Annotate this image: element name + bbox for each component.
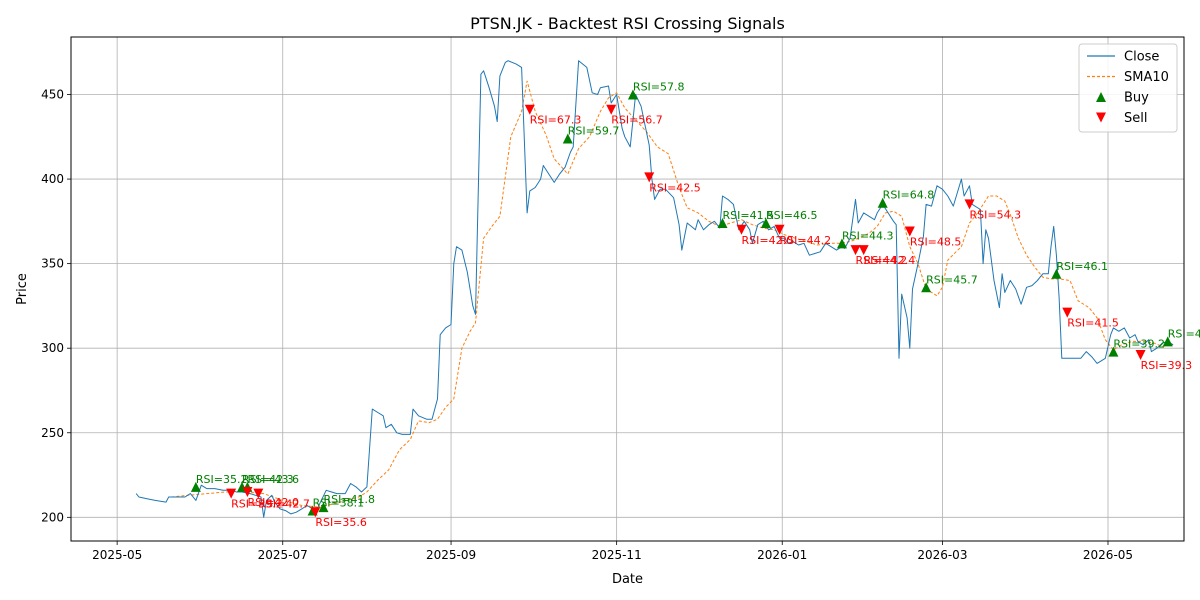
x-tick-label: 2025-11: [592, 548, 642, 562]
buy-marker: [921, 282, 932, 293]
buy-label: RSI=46.1: [1056, 260, 1108, 273]
sell-label: RSI=42.0: [742, 234, 794, 247]
legend-label: Close: [1124, 50, 1159, 65]
buy-marker: [877, 197, 888, 208]
buy-marker: [717, 218, 728, 229]
y-tick-label: 200: [41, 510, 64, 524]
buy-label: RSI=35.2: [196, 473, 248, 486]
buy-label: RSI=45.7: [926, 273, 978, 286]
y-axis: 200 250 300 350 400 450: [41, 88, 71, 524]
sell-marker: [736, 224, 747, 235]
chart-title: PTSN.JK - Backtest RSI Crossing Signals: [470, 14, 785, 33]
sell-marker: [904, 226, 915, 237]
sell-label: RSI=42.0: [247, 496, 299, 509]
plot-area: [71, 37, 1184, 541]
sell-label: RSI=35.6: [315, 516, 367, 529]
buy-label: RSI=64.8: [883, 189, 935, 202]
legend-label: Sell: [1124, 111, 1147, 126]
sell-marker: [226, 488, 237, 499]
y-tick-label: 450: [41, 88, 64, 102]
legend-box: [1078, 43, 1178, 133]
legend: Close SMA10 Buy Sell: [1078, 43, 1178, 133]
buy-marker: [190, 481, 201, 492]
sma10-layer: [171, 80, 1174, 508]
sell-marker: [1135, 349, 1146, 360]
sell-marker: [774, 224, 785, 235]
buy-label: RSI=42.3: [242, 473, 294, 486]
x-tick-label: 2025-05: [92, 548, 142, 562]
y-tick-label: 350: [41, 257, 64, 271]
buy-marker: [836, 238, 847, 249]
sell-label: RSI=48.5: [910, 235, 962, 248]
y-tick-label: 400: [41, 172, 64, 186]
sell-marker: [964, 199, 975, 210]
legend-label: SMA10: [1124, 70, 1169, 85]
sell-label: RSI=42.4: [864, 254, 916, 267]
buy-label: RSI=41.5: [723, 209, 775, 222]
sma10-line: [171, 80, 1174, 508]
buy-marker: [318, 502, 329, 513]
legend-swatch-buy: [1096, 92, 1106, 102]
sell-marker: [606, 104, 617, 115]
sell-marker: [1062, 307, 1073, 318]
signal-layer: RSI=35.2RSI=42.3RSI=43.6RSI=38.1RSI=41.8…: [190, 81, 1200, 529]
x-tick-label: 2026-05: [1083, 548, 1133, 562]
sell-marker: [858, 245, 869, 256]
legend-label: Buy: [1124, 91, 1149, 106]
buy-marker: [627, 89, 638, 100]
sell-marker: [850, 245, 861, 256]
x-tick-label: 2025-09: [426, 548, 476, 562]
sell-marker: [644, 172, 655, 183]
sell-label: RSI=39.2: [231, 498, 283, 511]
x-tick-label: 2026-01: [757, 548, 807, 562]
buy-label: RSI=59.7: [568, 124, 620, 137]
buy-marker: [1051, 268, 1062, 279]
close-line: [135, 60, 1174, 518]
sell-label: RSI=44.2: [780, 234, 832, 247]
sell-marker: [253, 488, 264, 499]
buy-label: RSI=41.8: [323, 493, 375, 506]
legend-swatch-sell: [1096, 112, 1106, 123]
y-axis-label: Price: [15, 273, 30, 305]
plot-frame: [70, 36, 1185, 542]
buy-label: RSI=39.2: [1113, 338, 1165, 351]
sell-label: RSI=42.5: [649, 181, 701, 194]
x-tick-label: 2026-03: [917, 548, 967, 562]
sell-marker: [242, 486, 253, 497]
grid: [71, 37, 1184, 541]
sell-marker: [310, 507, 321, 518]
buy-label: RSI=57.8: [633, 81, 685, 94]
buy-label: RSI=43.6: [247, 473, 299, 486]
sell-label: RSI=67.3: [530, 114, 582, 127]
sell-label: RSI=39.3: [1141, 359, 1193, 372]
buy-marker: [562, 133, 573, 144]
buy-marker: [760, 218, 771, 229]
buy-marker: [1108, 346, 1119, 357]
buy-label: RSI=46.5: [766, 209, 818, 222]
x-tick-label: 2025-07: [258, 548, 308, 562]
x-axis: 2025-05 2025-07 2025-09 2025-11 2026-01 2026-…: [92, 541, 1133, 562]
sell-marker: [524, 104, 535, 115]
close-layer: [135, 60, 1174, 518]
sell-label: RSI=44.2: [856, 254, 908, 267]
x-axis-label: Date: [612, 572, 643, 587]
sell-label: RSI=54.3: [970, 208, 1022, 221]
sell-label: RSI=42.7: [258, 498, 310, 511]
y-tick-label: 300: [41, 341, 64, 355]
sell-label: RSI=56.7: [611, 114, 663, 127]
y-tick-label: 250: [41, 426, 64, 440]
buy-marker: [1162, 336, 1173, 347]
sell-label: RSI=41.5: [1067, 317, 1119, 330]
buy-label: RSI=44.3: [842, 229, 894, 242]
